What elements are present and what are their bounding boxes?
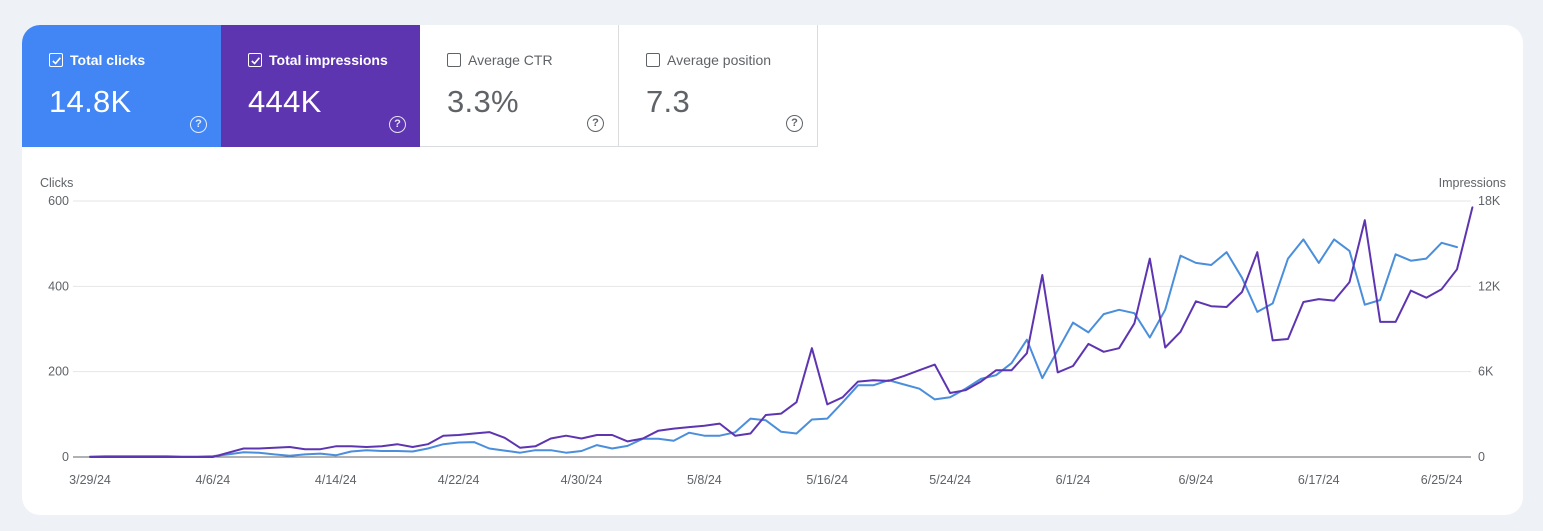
metric-value: 3.3% (447, 84, 519, 119)
x-tick-label: 6/1/24 (1056, 473, 1091, 487)
checkbox-unchecked-icon[interactable] (447, 53, 461, 67)
series-lines (89, 206, 1474, 458)
metric-label: Average CTR (468, 52, 553, 68)
right-tick-label: 12K (1478, 279, 1501, 293)
x-tick-label: 5/8/24 (687, 473, 722, 487)
metric-value: 7.3 (646, 84, 690, 119)
x-tick-label: 4/14/24 (315, 473, 357, 487)
right-tick-label: 6K (1478, 365, 1494, 379)
x-tick-label: 4/30/24 (561, 473, 603, 487)
metric-label: Average position (667, 52, 772, 68)
checkbox-checked-icon[interactable] (248, 53, 262, 67)
left-axis-label: Clicks (40, 176, 73, 190)
right-tick-label: 18K (1478, 194, 1501, 208)
metric-value: 14.8K (49, 84, 132, 119)
left-tick-label: 600 (48, 194, 69, 208)
x-tick-label: 5/16/24 (806, 473, 848, 487)
metric-label: Total clicks (70, 52, 146, 68)
x-tick-label: 6/25/24 (1421, 473, 1463, 487)
metric-value: 444K (248, 84, 322, 119)
help-icon[interactable]: ? (389, 116, 406, 133)
checkbox-checked-icon[interactable] (49, 53, 63, 67)
right-tick-label: 0 (1478, 450, 1485, 464)
left-tick-label: 400 (48, 279, 69, 293)
x-tick-label: 5/24/24 (929, 473, 971, 487)
x-tick-label: 6/17/24 (1298, 473, 1340, 487)
impressions-line (89, 206, 1474, 458)
right-axis-label: Impressions (1439, 176, 1506, 190)
help-icon[interactable]: ? (190, 116, 207, 133)
tile-average-position[interactable]: Average position 7.3 ? (619, 25, 818, 147)
performance-card: Clicks Impressions 0 200 400 600 0 6K 12K 18K … (22, 25, 1523, 515)
x-tick-label: 3/29/24 (69, 473, 111, 487)
right-axis-ticks: 0 6K 12K 18K (1478, 194, 1501, 464)
tile-total-clicks[interactable]: Total clicks 14.8K ? (22, 25, 221, 147)
tile-average-ctr[interactable]: Average CTR 3.3% ? (420, 25, 619, 147)
left-axis-ticks: 0 200 400 600 (48, 194, 69, 464)
help-icon[interactable]: ? (587, 115, 604, 132)
left-tick-label: 200 (48, 365, 69, 379)
x-axis-ticks: 3/29/24 4/6/24 4/14/24 4/22/24 4/30/24 5/8/24… (69, 473, 1462, 487)
left-tick-label: 0 (62, 450, 69, 464)
gridlines (73, 200, 1471, 458)
tile-total-impressions[interactable]: Total impressions 444K ? (221, 25, 420, 147)
x-tick-label: 6/9/24 (1179, 473, 1214, 487)
x-tick-label: 4/22/24 (438, 473, 480, 487)
metric-label: Total impressions (269, 52, 388, 68)
checkbox-unchecked-icon[interactable] (646, 53, 660, 67)
clicks-line (89, 238, 1458, 458)
help-icon[interactable]: ? (786, 115, 803, 132)
metric-tiles: Total clicks 14.8K ? Total impressions 4… (22, 25, 818, 147)
x-tick-label: 4/6/24 (195, 473, 230, 487)
